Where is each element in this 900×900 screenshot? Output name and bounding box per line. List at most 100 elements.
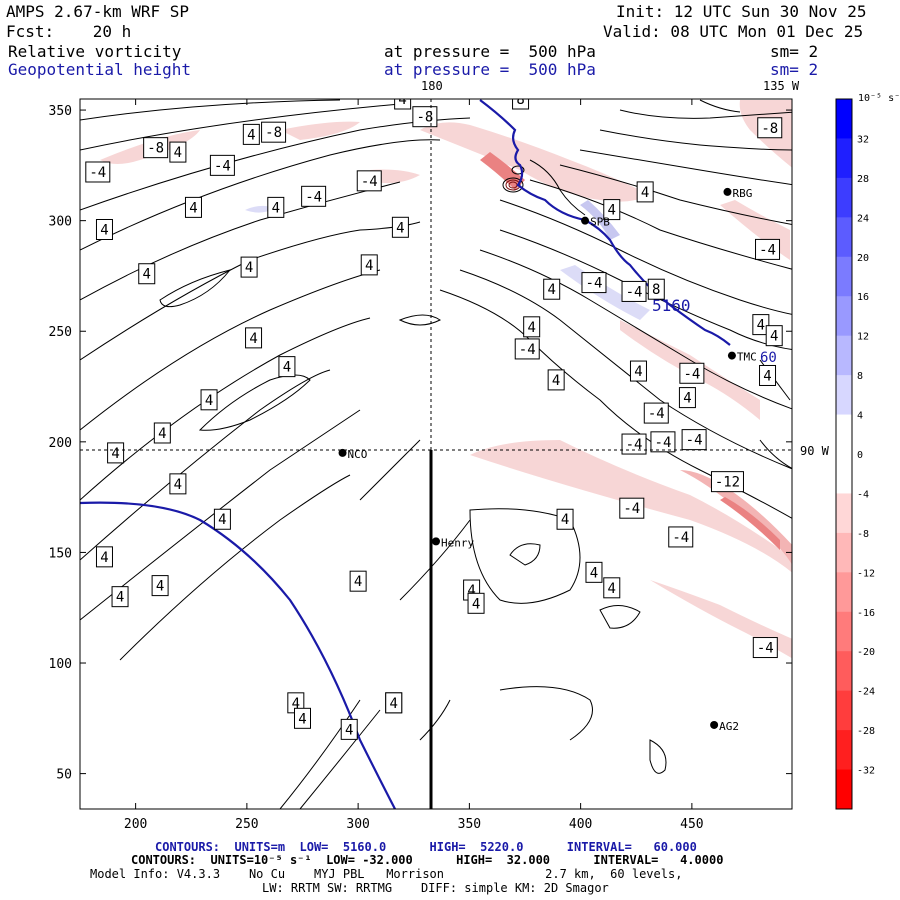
station-marker — [723, 187, 732, 196]
vorticity-label: 4 — [272, 200, 280, 216]
vorticity-label-box — [213, 508, 231, 530]
colorbar-segment — [836, 690, 852, 731]
vorticity-label-box — [143, 137, 169, 159]
colorbar-tick-label: -24 — [857, 687, 875, 698]
colorbar-segment — [836, 532, 852, 573]
vorticity-label-box — [360, 254, 378, 276]
vorticity-label: 4 — [298, 711, 306, 727]
vorticity-label-box — [95, 546, 113, 568]
vorticity-label: 4 — [472, 596, 480, 612]
vorticity-label-box — [294, 707, 311, 729]
vorticity-label-box — [523, 316, 541, 338]
lon-label-180: 180 — [421, 79, 443, 93]
vorticity-label-box — [678, 387, 696, 409]
vorticity-label: -4 — [623, 501, 640, 517]
vorticity-label-box — [463, 579, 481, 601]
station-label: SPB — [590, 216, 610, 229]
lat-label-90w: 90 W — [800, 444, 830, 458]
vorticity-label-box — [512, 99, 530, 110]
vorticity-label: 4 — [116, 590, 124, 606]
vorticity-label-box — [95, 218, 113, 240]
station-marker — [727, 351, 736, 360]
vorticity-label: 4 — [143, 267, 151, 283]
vorticity-label-box — [619, 497, 645, 519]
vorticity-label-box — [581, 272, 607, 294]
vorticity-label-box — [138, 263, 156, 285]
vorticity-label: -4 — [672, 530, 689, 546]
vorticity-label: 4 — [292, 696, 300, 712]
vorticity-label-box — [585, 561, 603, 583]
colorbar-tick-label: -32 — [857, 766, 875, 777]
x-tick-label: 400 — [569, 817, 592, 832]
y-tick-label: 200 — [49, 436, 72, 451]
vorticity-label: 4 — [174, 477, 182, 493]
station-marker — [581, 216, 590, 225]
vorticity-label: 4 — [467, 583, 475, 599]
vorticity-label: 4 — [641, 185, 649, 201]
vorticity-label-box — [412, 106, 438, 128]
vorticity-label: -4 — [586, 276, 603, 292]
colorbar-tick-label: -28 — [857, 726, 875, 737]
station-marker — [338, 448, 347, 457]
footer-contours-height: CONTOURS: UNITS=m LOW= 5160.0 HIGH= 5220… — [155, 840, 697, 854]
field1-name: Relative vorticity — [8, 42, 182, 61]
station-label: RBG — [732, 187, 752, 200]
vorticity-label-box — [629, 360, 647, 382]
vorticity-label-box — [681, 429, 707, 451]
vorticity-label: -4 — [683, 366, 700, 382]
height-label-60: 60 — [760, 350, 777, 366]
vorticity-label: 4 — [527, 320, 535, 336]
colorbar-tick-label: -4 — [857, 489, 869, 500]
x-axis: 200 250 300 350 400 450 — [124, 99, 704, 832]
vorticity-label-box — [287, 692, 305, 714]
colorbar-tick-label: 28 — [857, 174, 869, 185]
colorbar-tick-label: 16 — [857, 292, 869, 303]
station-label: AG2 — [719, 720, 739, 733]
colorbar-segment — [836, 217, 852, 258]
vorticity-label: 4 — [111, 446, 119, 462]
y-axis: 50 100 150 200 250 300 350 — [49, 104, 792, 783]
station-marker — [432, 537, 440, 546]
colorbar-segment — [836, 454, 852, 494]
y-tick-label: 150 — [49, 546, 72, 561]
vorticity-label: -8 — [265, 125, 282, 141]
vorticity-label-box — [200, 389, 218, 411]
colorbar-tick-label: 12 — [857, 332, 869, 343]
vorticity-label-box — [184, 196, 202, 218]
colorbar-tick-label: 24 — [857, 213, 869, 224]
vorticity-label: -4 — [214, 158, 231, 174]
vorticity-label-box — [240, 256, 258, 278]
vorticity-label-box — [679, 362, 705, 384]
vorticity-label: 4 — [174, 145, 182, 161]
colorbar-tick-label: -12 — [857, 568, 875, 579]
station-marker — [710, 720, 719, 729]
vorticity-label: 4 — [390, 696, 398, 712]
vorticity-label: 4 — [398, 92, 406, 108]
vorticity-label-box — [621, 280, 647, 302]
vorticity-label: -4 — [626, 284, 643, 300]
vorticity-label: -4 — [655, 435, 672, 451]
colorbar-segment — [836, 296, 852, 337]
vorticity-label-box — [755, 238, 781, 260]
field2-level: at pressure = 500 hPa — [384, 60, 596, 79]
footer-model-info-2: LW: RRTM SW: RRTMG DIFF: simple KM: 2D S… — [262, 881, 609, 895]
vorticity-label: -4 — [305, 189, 322, 205]
plot-frame — [79, 98, 793, 810]
vorticity-label: 4 — [345, 722, 353, 738]
vorticity-label-box — [356, 170, 382, 192]
vorticity-label: -4 — [89, 165, 106, 181]
colorbar-segment — [836, 375, 852, 416]
vorticity-label-box — [765, 325, 783, 347]
vorticity-label: 4 — [634, 364, 642, 380]
colorbar-tick-label: 32 — [857, 134, 869, 145]
colorbar-segment — [836, 99, 852, 139]
vorticity-label: -8 — [416, 110, 433, 126]
field2-sm: sm= 2 — [770, 60, 819, 79]
vorticity-label-box — [467, 592, 485, 614]
vorticity-label: 4 — [245, 260, 253, 276]
vorticity-label-box — [603, 577, 621, 599]
vorticity-label: -4 — [757, 641, 774, 657]
y-tick-label: 300 — [49, 215, 72, 230]
colorbar-segment — [836, 572, 852, 613]
